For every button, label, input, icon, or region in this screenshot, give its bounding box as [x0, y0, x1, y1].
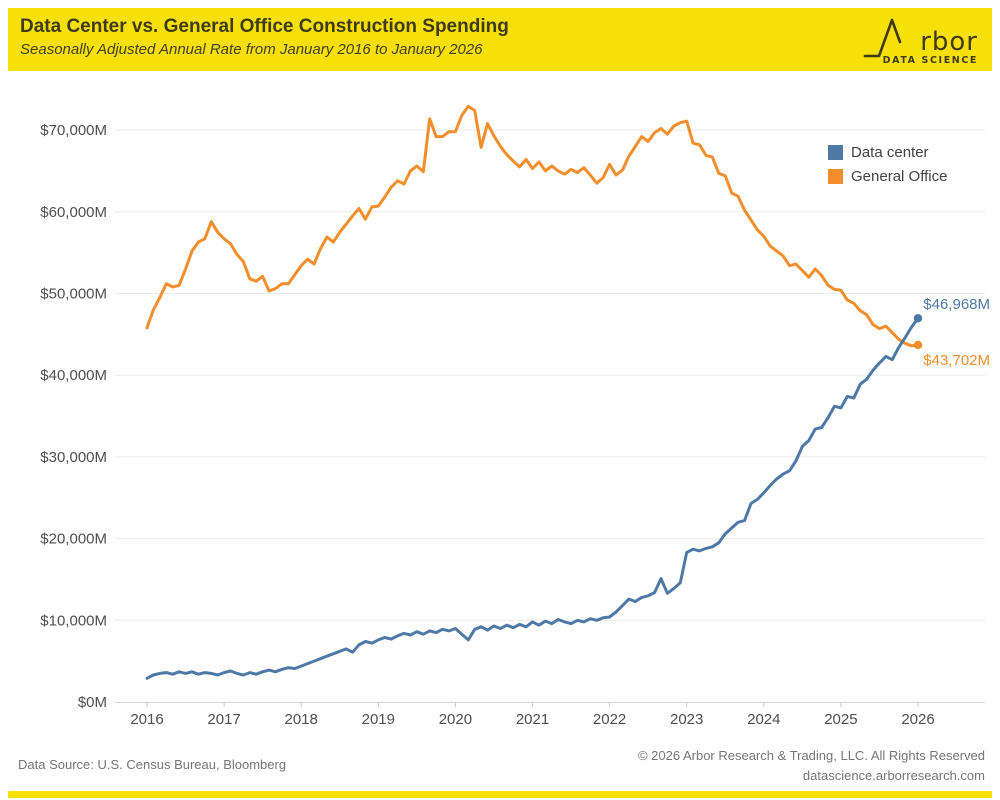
data-source-note: Data Source: U.S. Census Bureau, Bloombe…: [18, 757, 287, 772]
y-axis-label: $70,000M: [40, 122, 107, 139]
data-center-end-value: $46,968M: [923, 296, 990, 313]
x-axis-label: 2026: [901, 711, 934, 728]
y-axis-label: $10,000M: [40, 612, 107, 629]
x-axis-label: 2025: [824, 711, 857, 728]
x-axis-label: 2023: [670, 711, 703, 728]
general-office-swatch: [828, 169, 843, 184]
general-office-end-value: $43,702M: [923, 352, 990, 369]
header-banner: Data Center vs. General Office Construct…: [8, 8, 992, 71]
x-axis-label: 2022: [593, 711, 626, 728]
chart-title: Data Center vs. General Office Construct…: [20, 16, 509, 37]
x-axis-label: 2018: [285, 711, 318, 728]
arbor-logo-graphic: rbor DATA SCIENCE: [863, 18, 978, 66]
y-axis-label: $0M: [78, 694, 107, 711]
chart-subtitle: Seasonally Adjusted Annual Rate from Jan…: [20, 40, 483, 58]
legend-item-general-office: General Office: [828, 168, 947, 185]
footer-copyright-block: © 2026 Arbor Research & Trading, LLC. Al…: [638, 746, 985, 786]
x-axis-label: 2016: [130, 711, 163, 728]
data-center-end-dot: [913, 314, 923, 323]
legend: Data center General Office: [828, 144, 947, 185]
copyright-text: © 2026 Arbor Research & Trading, LLC. Al…: [637, 748, 985, 763]
y-axis-label: $60,000M: [40, 204, 107, 221]
data-center-swatch: [828, 145, 843, 160]
y-axis-label: $50,000M: [40, 286, 107, 303]
y-axis-label: $30,000M: [40, 449, 107, 466]
x-axis-label: 2019: [362, 711, 395, 728]
general-office-legend-label: General Office: [851, 168, 948, 185]
general-office-end-dot: [913, 340, 923, 350]
y-axis-label: $20,000M: [40, 531, 107, 548]
mountain-peak-icon: [863, 18, 902, 58]
logo-wordmark: rbor: [920, 27, 978, 57]
x-axis-label: 2020: [439, 711, 472, 728]
logo-tagline: DATA SCIENCE: [883, 55, 978, 66]
y-axis-label: $40,000M: [40, 367, 107, 384]
data-center-line: [145, 316, 920, 680]
bottom-accent-bar: [8, 791, 992, 798]
legend-item-data-center: Data center: [828, 144, 947, 161]
x-axis-label: 2024: [747, 711, 780, 728]
arbor-logo: rbor DATA SCIENCE: [862, 13, 982, 71]
data-center-legend-label: Data center: [851, 144, 929, 161]
general-office-line: [145, 104, 920, 348]
x-axis-label: 2021: [516, 711, 549, 728]
x-axis-label: 2017: [207, 711, 240, 728]
website-text: datascience.arborresearch.com: [802, 768, 985, 783]
